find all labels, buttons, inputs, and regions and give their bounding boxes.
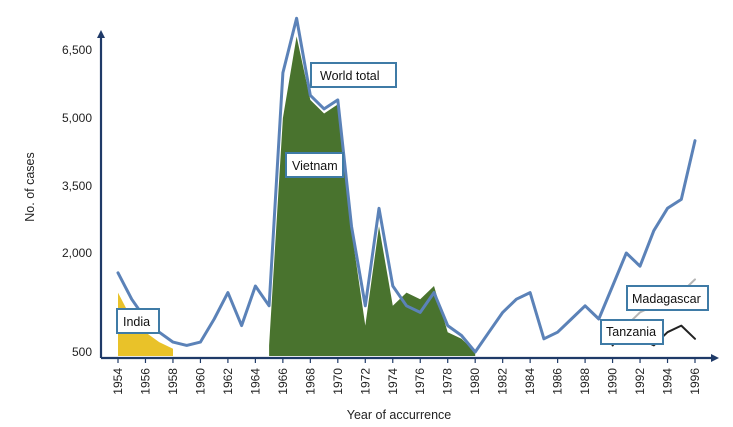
y-axis-arrow xyxy=(97,30,105,38)
x-tick-label: 1980 xyxy=(468,368,482,395)
y-tick-label: 500 xyxy=(72,345,92,359)
x-tick-label: 1992 xyxy=(633,368,647,395)
y-tick-label: 5,000 xyxy=(62,111,92,125)
x-tick-label: 1984 xyxy=(523,368,537,395)
callout-label: Vietnam xyxy=(292,159,338,173)
series-line-world-total xyxy=(116,16,697,354)
x-axis-arrow xyxy=(711,354,719,362)
callout-label: Madagascar xyxy=(632,292,701,306)
callout-vietnam: Vietnam xyxy=(285,152,344,178)
callout-label: Tanzania xyxy=(606,325,656,339)
y-tick-label: 3,500 xyxy=(62,179,92,193)
callout-box xyxy=(310,62,397,88)
x-tick-label: 1968 xyxy=(303,368,317,395)
x-tick-label: 1990 xyxy=(606,368,620,395)
x-tick-label: 1964 xyxy=(248,368,262,395)
x-tick-label: 1988 xyxy=(578,368,592,395)
callout-box xyxy=(285,152,344,178)
callout-world-total: World total xyxy=(310,62,397,88)
x-tick-label: 1978 xyxy=(441,368,455,395)
tick-label-layer: 500 2,000 3,500 5,000 6,500 1954 1956 1958 1960 1… xyxy=(62,43,702,395)
x-tick-label: 1970 xyxy=(331,368,345,395)
series-area-india xyxy=(118,292,173,356)
callout-box xyxy=(116,308,160,334)
series-fill-layer xyxy=(118,36,476,357)
callout-tanzania: Tanzania xyxy=(600,319,664,345)
y-axis-title: No. of cases xyxy=(23,152,37,221)
x-tick-label: 1976 xyxy=(413,368,427,395)
callout-madagascar: Madagascar xyxy=(626,285,709,311)
x-tick-label: 1972 xyxy=(358,368,372,395)
x-axis-title: Year of accurrence xyxy=(347,408,452,422)
x-tick-label: 1994 xyxy=(661,368,675,395)
x-tick-label: 1956 xyxy=(138,368,152,395)
x-tick-label: 1960 xyxy=(193,368,207,395)
callout-india: India xyxy=(116,308,160,334)
x-tick-label: 1982 xyxy=(496,368,510,395)
x-tick-label: 1962 xyxy=(221,368,235,395)
x-tick-label: 1996 xyxy=(688,368,702,395)
series-area-vietnam xyxy=(269,36,476,357)
y-tick-label: 2,000 xyxy=(62,246,92,260)
callout-label: India xyxy=(123,315,150,329)
x-tick-label: 1958 xyxy=(166,368,180,395)
x-tick-label: 1974 xyxy=(386,368,400,395)
x-tick-label: 1966 xyxy=(276,368,290,395)
x-tick-label: 1986 xyxy=(551,368,565,395)
y-tick-label: 6,500 xyxy=(62,43,92,57)
x-tick-label: 1954 xyxy=(111,368,125,395)
callout-label: World total xyxy=(320,69,380,83)
callout-box xyxy=(626,285,709,311)
callout-box xyxy=(600,319,664,345)
